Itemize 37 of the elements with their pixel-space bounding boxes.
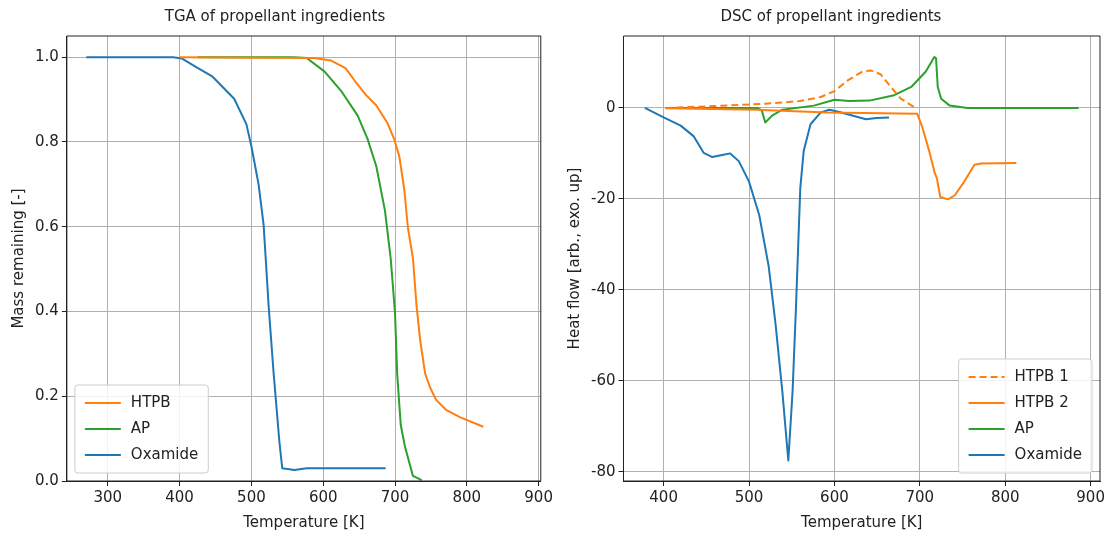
x-tick-label: 700 xyxy=(905,487,935,506)
x-tick-label: 800 xyxy=(990,487,1020,506)
legend-label: Oxamide xyxy=(1014,444,1082,463)
x-tick-label: 600 xyxy=(308,487,338,506)
x-tick-label: 900 xyxy=(1076,487,1105,506)
legend-label: HTPB 1 xyxy=(1014,366,1069,385)
x-tick-label: 600 xyxy=(820,487,849,506)
x-tick-label: 300 xyxy=(93,487,123,506)
y-axis-title: Heat flow [arb., exo. up] xyxy=(564,167,583,350)
x-tick-label: 700 xyxy=(380,487,410,506)
legend-label: HTPB 2 xyxy=(1014,392,1069,411)
y-tick-label: 0.0 xyxy=(35,470,59,489)
x-axis-title: Temperature [K] xyxy=(800,512,923,531)
legend-label: HTPB xyxy=(130,392,171,411)
y-tick-label: 1.0 xyxy=(35,47,59,66)
legend-label: Oxamide xyxy=(130,444,199,463)
legend-label: AP xyxy=(130,418,151,437)
x-tick-label: 400 xyxy=(649,487,678,506)
legend-label: AP xyxy=(1014,418,1034,437)
y-tick-label: -20 xyxy=(591,188,616,207)
y-tick-label: 0.2 xyxy=(35,386,59,405)
y-tick-label: 0.6 xyxy=(35,216,59,235)
y-tick-label: -60 xyxy=(591,370,616,389)
x-tick-label: 800 xyxy=(452,487,482,506)
y-tick-label: -40 xyxy=(591,279,616,298)
chart-title: DSC of propellant ingredients xyxy=(720,6,942,25)
x-tick-label: 900 xyxy=(524,487,553,506)
y-tick-label: 0 xyxy=(605,97,616,116)
chart-title: TGA of propellant ingredients xyxy=(163,6,386,25)
y-axis-title: Mass remaining [-] xyxy=(8,188,27,329)
y-tick-label: -80 xyxy=(591,461,616,480)
y-tick-label: 0.4 xyxy=(35,301,59,320)
x-tick-label: 400 xyxy=(165,487,194,506)
x-tick-label: 500 xyxy=(734,487,764,506)
x-axis-title: Temperature [K] xyxy=(242,512,365,531)
y-tick-label: 0.8 xyxy=(35,131,59,150)
x-tick-label: 500 xyxy=(237,487,266,506)
